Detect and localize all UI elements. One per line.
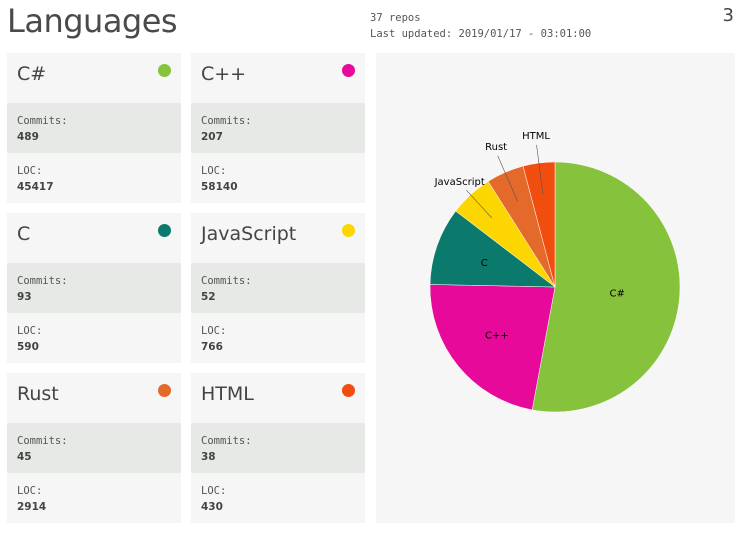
pie-leader-line xyxy=(497,155,518,202)
commits-label: Commits: xyxy=(17,275,68,287)
loc-label: LOC: xyxy=(201,325,227,337)
loc-section: LOC: 590 xyxy=(7,313,181,363)
loc-section: LOC: 430 xyxy=(191,473,365,523)
language-name: HTML xyxy=(201,383,254,405)
loc-value: 45417 xyxy=(17,181,54,193)
commits-section: Commits: 207 xyxy=(191,103,365,153)
language-color-dot xyxy=(342,224,355,237)
loc-section: LOC: 2914 xyxy=(7,473,181,523)
language-card: C++ Commits: 207 LOC: 58140 xyxy=(191,53,365,203)
language-count: 3 xyxy=(722,5,734,26)
pie-leader-line xyxy=(536,144,544,195)
loc-label: LOC: xyxy=(17,485,43,497)
meta-info: 37 repos Last updated: 2019/01/17 - 03:0… xyxy=(370,10,591,42)
last-updated: Last updated: 2019/01/17 - 03:01:00 xyxy=(370,28,592,40)
loc-value: 590 xyxy=(17,341,39,353)
language-color-dot xyxy=(342,64,355,77)
commits-label: Commits: xyxy=(17,115,68,127)
commits-label: Commits: xyxy=(17,435,68,447)
pie-slice-label: C# xyxy=(610,289,625,300)
language-card: Rust Commits: 45 LOC: 2914 xyxy=(7,373,181,523)
commits-label: Commits: xyxy=(201,275,252,287)
loc-value: 766 xyxy=(201,341,223,353)
language-name: C xyxy=(17,223,31,245)
commits-section: Commits: 93 xyxy=(7,263,181,313)
language-name: Rust xyxy=(17,383,59,405)
commits-value: 38 xyxy=(201,451,216,463)
commits-section: Commits: 52 xyxy=(191,263,365,313)
loc-value: 430 xyxy=(201,501,223,513)
commits-value: 489 xyxy=(17,131,39,143)
pie-slice[interactable] xyxy=(531,161,681,413)
language-card: C Commits: 93 LOC: 590 xyxy=(7,213,181,363)
pie-chart-panel: C# C++ C JavaScript Rust HTML xyxy=(376,53,735,523)
language-color-dot xyxy=(158,224,171,237)
pie-slice-label: JavaScript xyxy=(434,177,485,188)
loc-section: LOC: 766 xyxy=(191,313,365,363)
page-title: Languages xyxy=(7,2,178,40)
pie-chart: C# C++ C JavaScript Rust HTML xyxy=(429,131,681,413)
loc-section: LOC: 58140 xyxy=(191,153,365,203)
loc-label: LOC: xyxy=(201,165,227,177)
pie-slice[interactable] xyxy=(429,284,556,411)
pie-slice-label: C xyxy=(481,258,488,269)
pie-slice-label: HTML xyxy=(522,131,550,142)
commits-value: 45 xyxy=(17,451,32,463)
loc-label: LOC: xyxy=(17,325,43,337)
commits-value: 52 xyxy=(201,291,216,303)
language-color-dot xyxy=(158,384,171,397)
pie-leader-line xyxy=(466,189,492,219)
commits-label: Commits: xyxy=(201,115,252,127)
language-name: C# xyxy=(17,63,47,85)
loc-value: 58140 xyxy=(201,181,238,193)
language-name: JavaScript xyxy=(201,223,297,245)
pie-slice-label: C++ xyxy=(485,330,509,341)
commits-value: 93 xyxy=(17,291,32,303)
commits-value: 207 xyxy=(201,131,223,143)
loc-value: 2914 xyxy=(17,501,47,513)
language-color-dot xyxy=(342,384,355,397)
commits-section: Commits: 45 xyxy=(7,423,181,473)
language-name: C++ xyxy=(201,63,247,85)
commits-label: Commits: xyxy=(201,435,252,447)
commits-section: Commits: 489 xyxy=(7,103,181,153)
language-card: HTML Commits: 38 LOC: 430 xyxy=(191,373,365,523)
pie-slice-label: Rust xyxy=(485,142,507,153)
language-color-dot xyxy=(158,64,171,77)
loc-section: LOC: 45417 xyxy=(7,153,181,203)
loc-label: LOC: xyxy=(201,485,227,497)
language-card: C# Commits: 489 LOC: 45417 xyxy=(7,53,181,203)
commits-section: Commits: 38 xyxy=(191,423,365,473)
repo-count: 37 repos xyxy=(370,12,421,24)
loc-label: LOC: xyxy=(17,165,43,177)
language-card: JavaScript Commits: 52 LOC: 766 xyxy=(191,213,365,363)
pie-slice[interactable] xyxy=(429,210,556,288)
